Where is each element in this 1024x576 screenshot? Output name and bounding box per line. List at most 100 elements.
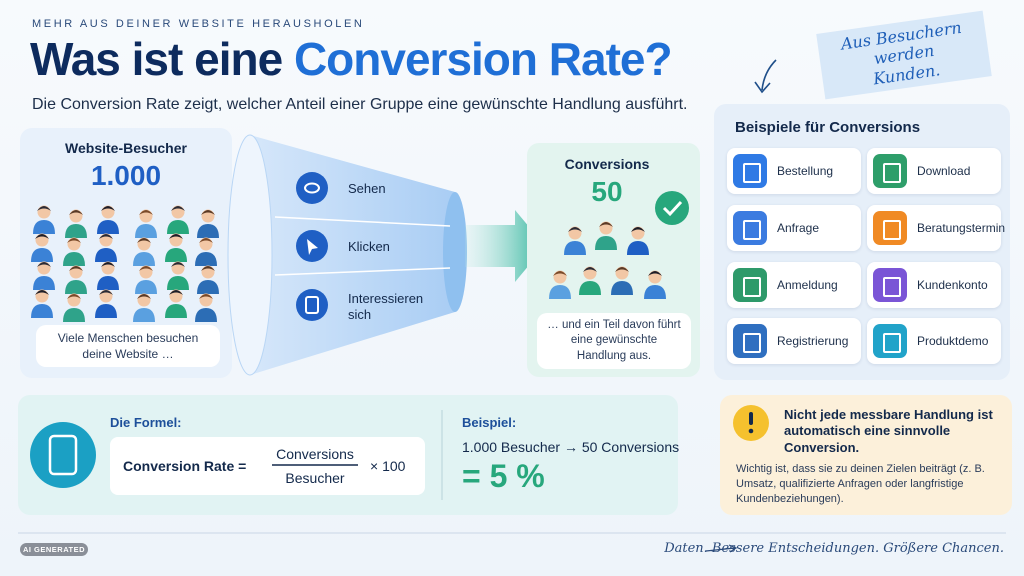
notice-body: Wichtig ist, dass sie zu deinen Zielen b… [736,463,985,505]
funnel-step: Klicken [348,239,390,254]
example-label: Bestellung [777,164,834,178]
person-body [197,224,219,238]
person-icon [63,293,85,322]
person-hair [101,262,115,267]
formula-denominator: Besucher [285,470,345,486]
person-icon [167,205,189,234]
check-glyph [662,200,683,217]
example-label: Registrierung [777,334,849,348]
note-arrow [754,59,777,94]
title-start: Was ist eine [30,33,283,85]
person-hair [37,262,51,267]
kicker: MEHR AUS DEINER WEBSITE HERAUSHOLEN [32,18,365,30]
formula-multiplier: × 100 [370,458,406,474]
person-body [31,304,53,318]
person-body [133,252,155,266]
formula-lhs: Conversion Rate = [123,458,247,474]
person-hair [553,271,567,276]
flow-arrow [465,210,545,282]
example-label: Beratungstermin [917,221,1006,235]
person-icon [595,221,617,250]
person-icon [65,209,87,238]
person-hair [137,238,151,243]
person-body [197,280,219,294]
formula-numerator: Conversions [276,446,354,462]
person-body [167,276,189,290]
person-body [135,280,157,294]
footer-arrow [705,544,738,553]
person-hair [139,210,153,215]
funnel [250,135,455,375]
person-icon [165,289,187,318]
person-hair [101,206,115,211]
person-body [167,220,189,234]
step-icon [296,289,328,321]
person-body [135,224,157,238]
funnel-step: Interessieren sich [348,291,424,322]
example-label: Anmeldung [777,278,838,292]
person-hair [69,266,83,271]
person-hair [139,266,153,271]
conversions-caption: … und ein Teil davon führt eine gewünsch… [537,313,691,369]
person-hair [35,290,49,295]
person-hair [67,238,81,243]
person-icon [165,233,187,262]
person-hair [67,294,81,299]
person-icon [167,261,189,290]
person-hair [99,290,113,295]
footer-tagline: Daten. Bessere Entscheidungen. Größere C… [664,541,1004,556]
example-label: Beispiel: [462,415,517,430]
visitors-count: 1.000 [90,160,162,191]
doc-glyph [305,296,319,314]
person-hair [37,206,51,211]
example-item: Beratungstermin [867,205,1005,251]
person-hair [583,267,597,272]
funnel-divider [274,216,451,227]
person-hair [169,290,183,295]
conversions-count: 50 [591,176,623,207]
person-body [63,252,85,266]
cursor-glyph [307,239,318,255]
person-icon [133,237,155,266]
person-icon [95,233,117,262]
person-hair [199,238,213,243]
person-body [65,224,87,238]
person-body [33,276,55,290]
person-icon [611,266,633,295]
example-label: Kundenkonto [917,278,988,292]
formula-box [110,437,425,495]
example-item: Registrierung [727,318,861,364]
person-hair [171,262,185,267]
person-hair [137,294,151,299]
title-highlight: Conversion Rate? [293,33,673,85]
visitors-label: Website-Besucher [65,140,187,156]
person-body [95,248,117,262]
person-hair [69,210,83,215]
funnel-step: Sehen [348,181,386,196]
visitors-caption: Viele Menschen besuchen deine Website … [36,325,220,367]
person-hair [35,234,49,239]
person-hair [199,294,213,299]
person-body [63,308,85,322]
badge-text: AI GENERATED [22,545,86,554]
example-item: Bestellung [727,148,861,194]
person-icon [627,226,649,255]
person-body [31,248,53,262]
example-item: Anmeldung [727,262,861,308]
person-icon [549,270,571,299]
person-body [165,248,187,262]
person-hair [599,222,613,227]
funnel-mouth [227,134,273,376]
example-item: Kundenkonto [867,262,1001,308]
person-icon [65,265,87,294]
person-hair [171,206,185,211]
title: Was ist eine Conversion Rate? [30,32,673,86]
example-label: Anfrage [777,221,820,235]
person-body [165,304,187,318]
person-body [97,276,119,290]
notice-panel [720,395,1012,515]
person-body [595,236,617,250]
step-icon [296,172,328,204]
warning-glyph [748,428,754,434]
